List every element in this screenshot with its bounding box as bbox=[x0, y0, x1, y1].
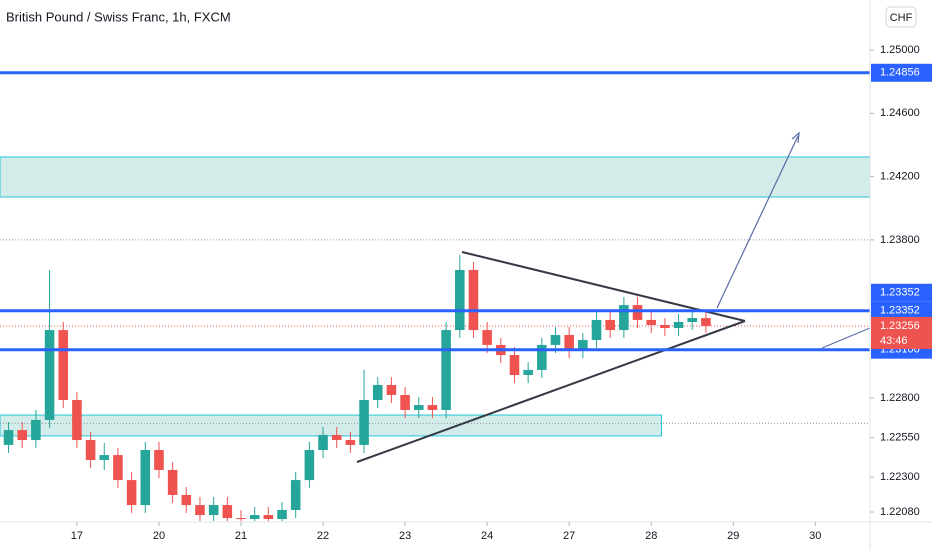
candle-body bbox=[386, 384, 397, 395]
arrow-head bbox=[791, 131, 800, 144]
candle-body bbox=[58, 330, 69, 401]
y-tick-label: 1.22300 bbox=[880, 471, 920, 483]
candle-body bbox=[482, 330, 492, 345]
countdown-label: 43:46 bbox=[880, 335, 908, 347]
candle-body bbox=[454, 269, 465, 331]
currency-label[interactable]: CHF bbox=[890, 12, 913, 24]
candle-body bbox=[154, 450, 164, 470]
last-price-box bbox=[871, 316, 932, 349]
x-tick-label: 30 bbox=[809, 530, 821, 542]
candle-body bbox=[632, 305, 643, 320]
candle-body bbox=[290, 480, 301, 510]
candle-body bbox=[509, 355, 520, 376]
candle-body bbox=[345, 440, 356, 445]
x-tick-label: 21 bbox=[235, 530, 247, 542]
y-tick-label: 1.25000 bbox=[880, 44, 920, 56]
candle-body bbox=[701, 318, 711, 326]
candle-body bbox=[372, 384, 383, 401]
trend-ray bbox=[821, 327, 871, 349]
zone bbox=[0, 414, 662, 437]
candle-body bbox=[550, 334, 561, 345]
candle-body bbox=[304, 450, 315, 481]
candle-body bbox=[673, 321, 684, 329]
candle-body bbox=[181, 494, 192, 506]
candle-body bbox=[17, 430, 28, 441]
candle-body bbox=[660, 325, 670, 329]
candle-body bbox=[578, 340, 588, 351]
candle-body bbox=[277, 509, 287, 519]
candle-body bbox=[72, 400, 82, 441]
projection-arrow bbox=[716, 135, 799, 309]
candle-body bbox=[427, 405, 438, 410]
candle-body bbox=[140, 450, 151, 506]
last-price-label: 1.23256 bbox=[880, 320, 920, 332]
candle-body bbox=[31, 419, 41, 441]
candle-body bbox=[249, 515, 260, 519]
plot-area bbox=[0, 156, 871, 522]
currency-button[interactable] bbox=[885, 6, 917, 28]
candle-body bbox=[126, 480, 137, 506]
level-label: 1.23352 bbox=[880, 287, 920, 299]
candle-body bbox=[359, 400, 369, 445]
candle-body bbox=[591, 319, 602, 341]
triangle-lower bbox=[356, 320, 746, 463]
level-label-box bbox=[871, 283, 932, 302]
candle-body bbox=[523, 369, 533, 376]
y-tick-label: 1.24200 bbox=[880, 170, 920, 182]
x-tick-label: 23 bbox=[399, 530, 411, 542]
y-tick-label: 1.22080 bbox=[880, 506, 920, 518]
candle-body bbox=[99, 455, 110, 460]
candle-body bbox=[85, 440, 96, 460]
candle-body bbox=[564, 334, 574, 351]
candle-body bbox=[222, 505, 233, 519]
x-tick-label: 29 bbox=[727, 530, 739, 542]
candle-body bbox=[413, 405, 424, 410]
candle-body bbox=[318, 434, 328, 451]
zone bbox=[0, 156, 871, 198]
candle-body bbox=[468, 269, 479, 331]
candle-body bbox=[646, 319, 657, 326]
candle-body bbox=[687, 318, 698, 322]
chart-title: British Pound / Swiss Franc, 1h, FXCM bbox=[6, 9, 231, 24]
y-tick-label: 1.24600 bbox=[880, 107, 920, 119]
x-tick-label: 22 bbox=[317, 530, 329, 542]
level-label-box bbox=[871, 301, 932, 320]
candle-body bbox=[167, 469, 178, 495]
x-tick-label: 27 bbox=[563, 530, 575, 542]
y-tick-label: 1.22800 bbox=[880, 392, 920, 404]
drawings bbox=[0, 71, 871, 463]
candle-body bbox=[441, 330, 451, 410]
level-label-box bbox=[871, 63, 932, 82]
x-tick-label: 17 bbox=[71, 530, 83, 542]
candle-body bbox=[619, 305, 629, 331]
candle-body bbox=[236, 518, 246, 520]
level-label: 1.24856 bbox=[880, 67, 920, 79]
candle-body bbox=[400, 394, 410, 410]
x-tick-label: 20 bbox=[153, 530, 165, 542]
axes: 1.248561.233521.233521.231061.250001.246… bbox=[71, 44, 932, 542]
candle-body bbox=[208, 505, 219, 516]
candle-body bbox=[113, 455, 123, 481]
candle-body bbox=[263, 515, 274, 519]
candle-body bbox=[605, 319, 615, 331]
candle-body bbox=[331, 434, 342, 441]
level-label: 1.23352 bbox=[880, 305, 920, 317]
y-tick-label: 1.23800 bbox=[880, 234, 920, 246]
candle-body bbox=[195, 505, 205, 516]
candle-body bbox=[44, 330, 55, 420]
candle-body bbox=[3, 430, 14, 445]
candle-body bbox=[537, 344, 547, 370]
x-tick-label: 24 bbox=[481, 530, 493, 542]
y-tick-label: 1.22550 bbox=[880, 432, 920, 444]
x-tick-label: 28 bbox=[645, 530, 657, 542]
